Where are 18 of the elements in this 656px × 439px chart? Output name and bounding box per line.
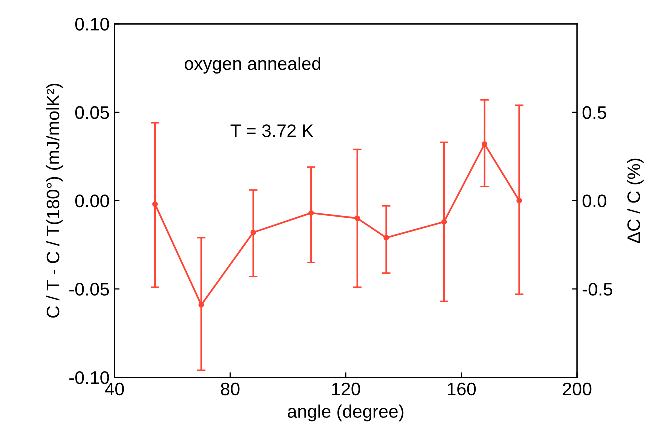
y-tick-label: 0.10 xyxy=(76,18,110,31)
x-tick-label: 40 xyxy=(105,382,124,396)
y2-tick-label: -0.5 xyxy=(582,283,612,296)
y-tick-label: 0.00 xyxy=(76,194,110,208)
x-tick-label: 160 xyxy=(448,382,476,396)
y-axis-title: C / T - C / T(180°) (mJ/molK²) xyxy=(46,84,64,318)
y2-axis-title: ΔC / C (%) xyxy=(627,158,644,244)
y-tick-label: 0.05 xyxy=(76,106,110,120)
y-tick-label: -0.10 xyxy=(70,371,110,384)
y-tick-label: -0.05 xyxy=(70,283,110,296)
y2-tick-label: 0.5 xyxy=(582,106,606,120)
x-tick-label: 80 xyxy=(221,382,240,396)
y2-tick-label: 0.0 xyxy=(582,194,607,208)
x-axis-title: angle (degree) xyxy=(288,404,404,422)
annotation: T = 3.72 K xyxy=(230,124,314,138)
x-tick-label: 200 xyxy=(563,382,592,396)
x-tick-label: 120 xyxy=(332,382,360,396)
annotation: oxygen annealed xyxy=(184,57,321,74)
